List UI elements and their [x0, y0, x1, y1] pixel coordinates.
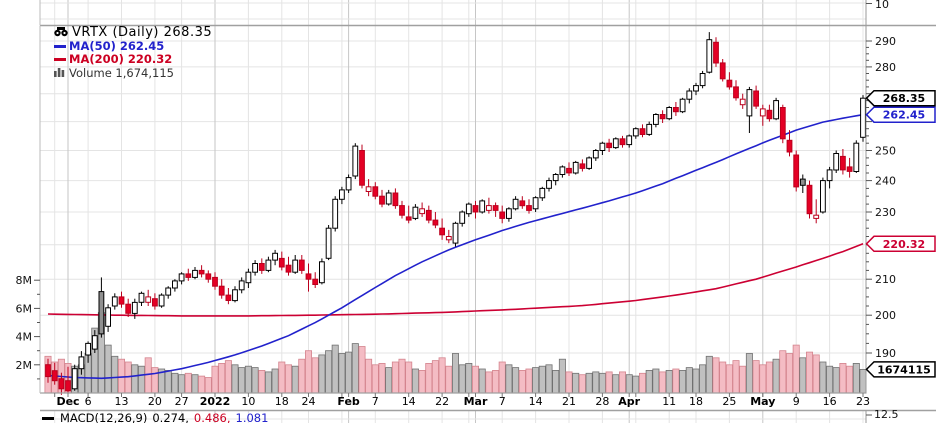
- ma50-label: MA(50) 262.45: [69, 38, 165, 53]
- volume-bars-layer: [44, 312, 867, 394]
- svg-text:9: 9: [793, 395, 800, 408]
- svg-text:1674115: 1674115: [877, 363, 931, 376]
- svg-text:16: 16: [823, 395, 837, 408]
- macd-swatch-icon: [42, 416, 54, 420]
- upper-pane-tick-label: 10: [875, 0, 889, 11]
- svg-text:220.32: 220.32: [883, 238, 925, 251]
- lower-pane-tick-label: 12.5: [874, 408, 899, 421]
- svg-text:23: 23: [856, 395, 870, 408]
- volume-bars-icon: [54, 67, 65, 81]
- macd-signal-value: 0.486,: [193, 411, 231, 423]
- svg-text:14: 14: [402, 395, 416, 408]
- svg-text:7: 7: [499, 395, 506, 408]
- candlestick-layer: [45, 32, 866, 395]
- svg-text:18: 18: [689, 395, 703, 408]
- svg-text:11: 11: [662, 395, 676, 408]
- ma50-line: [47, 113, 864, 380]
- svg-text:210: 210: [875, 273, 896, 286]
- svg-text:Mar: Mar: [464, 395, 488, 408]
- svg-text:268.35: 268.35: [883, 92, 925, 105]
- svg-text:280: 280: [875, 61, 896, 74]
- symbol-title-row: VRTX (Daily) 268.35: [54, 26, 212, 40]
- macd-label: MACD(12,26,9): [60, 411, 148, 423]
- ma200-line: [47, 243, 864, 317]
- chart-legend: VRTX (Daily) 268.35 MA(50) 262.45 MA(200…: [54, 26, 212, 80]
- svg-text:240: 240: [875, 175, 896, 188]
- svg-text:2022: 2022: [200, 395, 231, 408]
- svg-text:4M: 4M: [16, 331, 33, 344]
- macd-legend-row: MACD(12,26,9) 0.274, 0.486, 1.081: [42, 411, 268, 423]
- svg-text:200: 200: [875, 309, 896, 322]
- date-axis: Dec 6 13 20 27 2022 10 18 24 Feb 7 14 22 Mar 7 14 21 28 Ap…: [54, 393, 870, 408]
- svg-text:13: 13: [115, 395, 129, 408]
- ma50-legend-row: MA(50) 262.45: [54, 38, 212, 54]
- svg-text:21: 21: [562, 395, 576, 408]
- svg-text:262.45: 262.45: [883, 109, 925, 122]
- svg-text:18: 18: [275, 395, 289, 408]
- ma200-label: MA(200) 220.32: [69, 52, 173, 66]
- svg-text:Feb: Feb: [337, 395, 360, 408]
- svg-text:May: May: [750, 395, 775, 408]
- svg-text:230: 230: [875, 206, 896, 219]
- svg-text:Dec: Dec: [56, 395, 79, 408]
- svg-text:Apr: Apr: [618, 395, 640, 408]
- svg-text:22: 22: [435, 395, 449, 408]
- price-axis-right: 290 280 250 240 230 210 200 190: [866, 3, 896, 416]
- macd-hist-value: 1.081: [235, 411, 269, 423]
- grid-layer: [40, 0, 866, 423]
- macd-value: 0.274,: [152, 411, 189, 423]
- symbol-title: VRTX (Daily) 268.35: [72, 25, 213, 40]
- svg-text:7: 7: [372, 395, 379, 408]
- svg-text:27: 27: [175, 395, 189, 408]
- svg-text:10: 10: [241, 395, 255, 408]
- ma200-swatch-icon: [54, 58, 66, 62]
- volume-label: Volume 1,674,115: [69, 65, 174, 80]
- svg-text:6M: 6M: [16, 302, 33, 315]
- svg-text:25: 25: [722, 395, 736, 408]
- svg-text:20: 20: [148, 395, 162, 408]
- svg-text:6: 6: [85, 395, 92, 408]
- ma200-legend-row: MA(200) 220.32: [54, 52, 212, 67]
- svg-text:190: 190: [875, 347, 896, 360]
- svg-text:250: 250: [875, 145, 896, 158]
- svg-text:14: 14: [529, 395, 543, 408]
- price-callout-boxes: 262.45 268.35 220.32 1674115: [865, 89, 936, 378]
- svg-text:24: 24: [302, 395, 316, 408]
- svg-text:28: 28: [595, 395, 609, 408]
- svg-text:2M: 2M: [16, 359, 33, 372]
- ma50-swatch-icon: [54, 44, 66, 48]
- binoculars-icon[interactable]: [54, 26, 68, 41]
- volume-axis-left: 2M 4M 6M 8M: [16, 274, 40, 380]
- svg-text:290: 290: [875, 35, 896, 48]
- volume-legend-row: Volume 1,674,115: [54, 65, 212, 81]
- svg-text:8M: 8M: [16, 274, 33, 287]
